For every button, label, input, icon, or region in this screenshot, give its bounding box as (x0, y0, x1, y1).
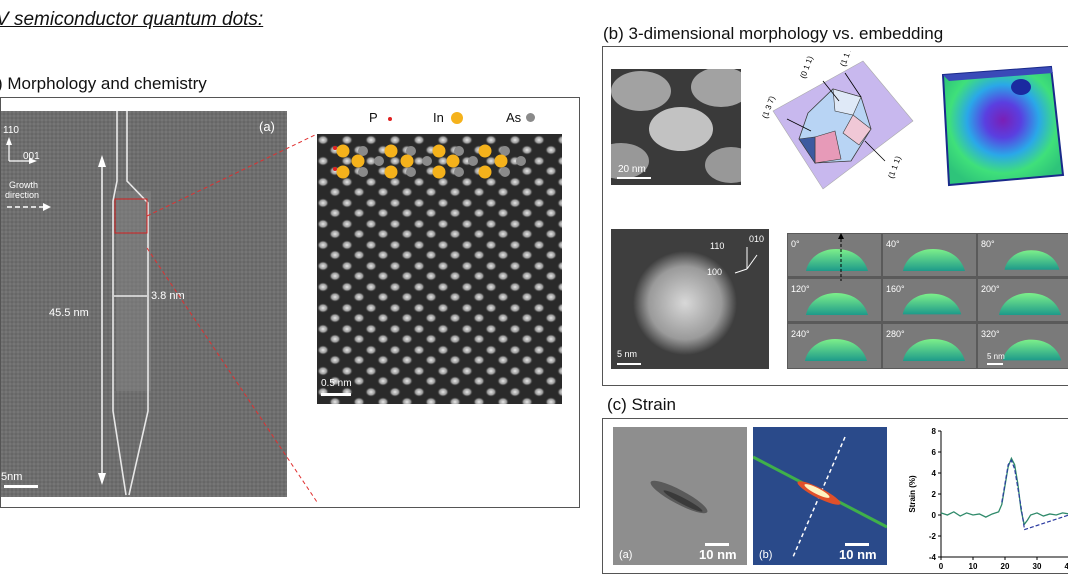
width-label: 3.8 nm (151, 290, 185, 302)
angle-80: 80° (981, 239, 995, 249)
strain-hrtem-drawing (613, 427, 747, 565)
dir-110-label: 110 (710, 241, 725, 251)
qd-plan-view-image: 20 nm (611, 69, 741, 185)
panel-b-label: (b) 3-dimensional morphology vs. embeddi… (603, 24, 944, 43)
zoom-connector (146, 133, 318, 503)
figure-title: V semiconductor quantum dots: (0, 9, 264, 30)
angle-160: 160° (886, 284, 905, 294)
rotation-series-grid: 0° 40° 80° 120° 160° 200° 240° 280° 320°… (787, 233, 1068, 369)
legend-as-label: As (506, 110, 522, 125)
facet-label-1: (0 1 1) (798, 55, 814, 80)
scale-left-label: 5nm (1, 471, 23, 483)
dir-010-label: 010 (749, 234, 765, 244)
series-line-1 (1001, 459, 1025, 528)
y-tick-label-1: -2 (929, 532, 937, 541)
legend-in-label: In (433, 110, 444, 125)
dir-100-label: 100 (707, 267, 723, 277)
x-tick-label-4: 40 (1065, 562, 1068, 571)
angle-280: 280° (886, 329, 905, 339)
tem-left-tag: (a) (259, 119, 275, 134)
y-tick-label-6: 8 (932, 427, 937, 436)
legend-p-label: P (369, 110, 378, 125)
x-tick-label-3: 30 (1033, 562, 1042, 571)
colormap-3d-render (941, 65, 1065, 187)
scale-right-label: 0.5 nm (321, 378, 352, 389)
y-tick-label-5: 6 (932, 448, 937, 457)
y-tick-label-3: 2 (932, 490, 937, 499)
y-tick-label-2: 0 (932, 511, 937, 520)
angle-40: 40° (886, 239, 900, 249)
series-line-2 (1024, 514, 1068, 531)
strain-tag-b: (b) (759, 549, 773, 561)
scale-5nm-label: 5 nm (617, 349, 638, 359)
strain-hrtem-image: (a) 10 nm (613, 427, 747, 565)
strain-map-image: (b) 10 nm (753, 427, 887, 565)
y-tick-label-4: 4 (932, 469, 937, 478)
x-tick-label-1: 10 (969, 562, 978, 571)
x-tick-label-0: 0 (939, 562, 944, 571)
strain-tag-a: (a) (619, 549, 633, 561)
facet-label-3: (1 3 7) (760, 95, 776, 120)
angle-200: 200° (981, 284, 1000, 294)
rotation-series-drawing (788, 233, 1068, 368)
legend-p-dot (388, 117, 392, 121)
growth-label-2: direction (5, 190, 40, 200)
growth-label-1: Growth (9, 180, 39, 190)
axis-110-label: 110 (3, 125, 19, 136)
legend-as-dot (526, 113, 535, 122)
legend-in-dot (451, 112, 463, 124)
strain-map-drawing (753, 427, 887, 565)
facet-label-4: (1 1 1) (886, 155, 902, 180)
angle-120: 120° (791, 284, 810, 294)
atomic-resolution-image: 0.5 nm (317, 134, 562, 404)
y-tick-label-0: -4 (929, 553, 937, 562)
strain-profile-chart: -4 -2 0 2 4 6 8 0 10 20 30 40 Strain (%) (908, 427, 1068, 571)
atomic-lattice-drawing (317, 134, 562, 404)
qd-plan-view-drawing (611, 69, 741, 183)
axis-001-label: 001 (23, 151, 40, 162)
angle-240: 240° (791, 329, 810, 339)
single-qd-drawing (617, 247, 758, 365)
series-line-0 (940, 456, 1068, 526)
tem-left-drawing (1, 111, 287, 497)
strain-scale-a: 10 nm (699, 547, 737, 562)
facet-polyhedron-diagram: (0 1 1) (1 1 1) (1 3 7) (1 1 1) (760, 51, 914, 190)
single-qd-image: 110 010 100 5 nm (611, 229, 769, 369)
x-tick-label-2: 20 (1001, 562, 1010, 571)
panel-c-frame: (a) 10 nm (b) 10 nm -4 -2 0 2 4 6 8 0 10 20 30 40 St… (602, 418, 1068, 574)
panel-a-frame: (a) 110 001 Growth direction 45.5 nm 3.8… (0, 97, 580, 508)
height-label: 45.5 nm (49, 307, 89, 319)
angle-0: 0° (791, 239, 800, 249)
y-axis-label: Strain (%) (908, 475, 917, 513)
panel-a-label: ) Morphology and chemistry (0, 74, 207, 93)
facet-label-2: (1 1 1) (838, 51, 854, 68)
angle-320: 320° (981, 329, 1000, 339)
panel-b-frame: 20 nm (0 1 1) (1 1 1) (1 3 7) (1 1 1) (602, 46, 1068, 386)
scale-20nm-label: 20 nm (618, 164, 646, 175)
strain-scale-b: 10 nm (839, 547, 877, 562)
scale-5nm-rot-label: 5 nm (987, 352, 1005, 361)
panel-c-label: (c) Strain (607, 395, 676, 414)
tem-image-left: (a) 110 001 Growth direction 45.5 nm 3.8… (1, 111, 287, 497)
